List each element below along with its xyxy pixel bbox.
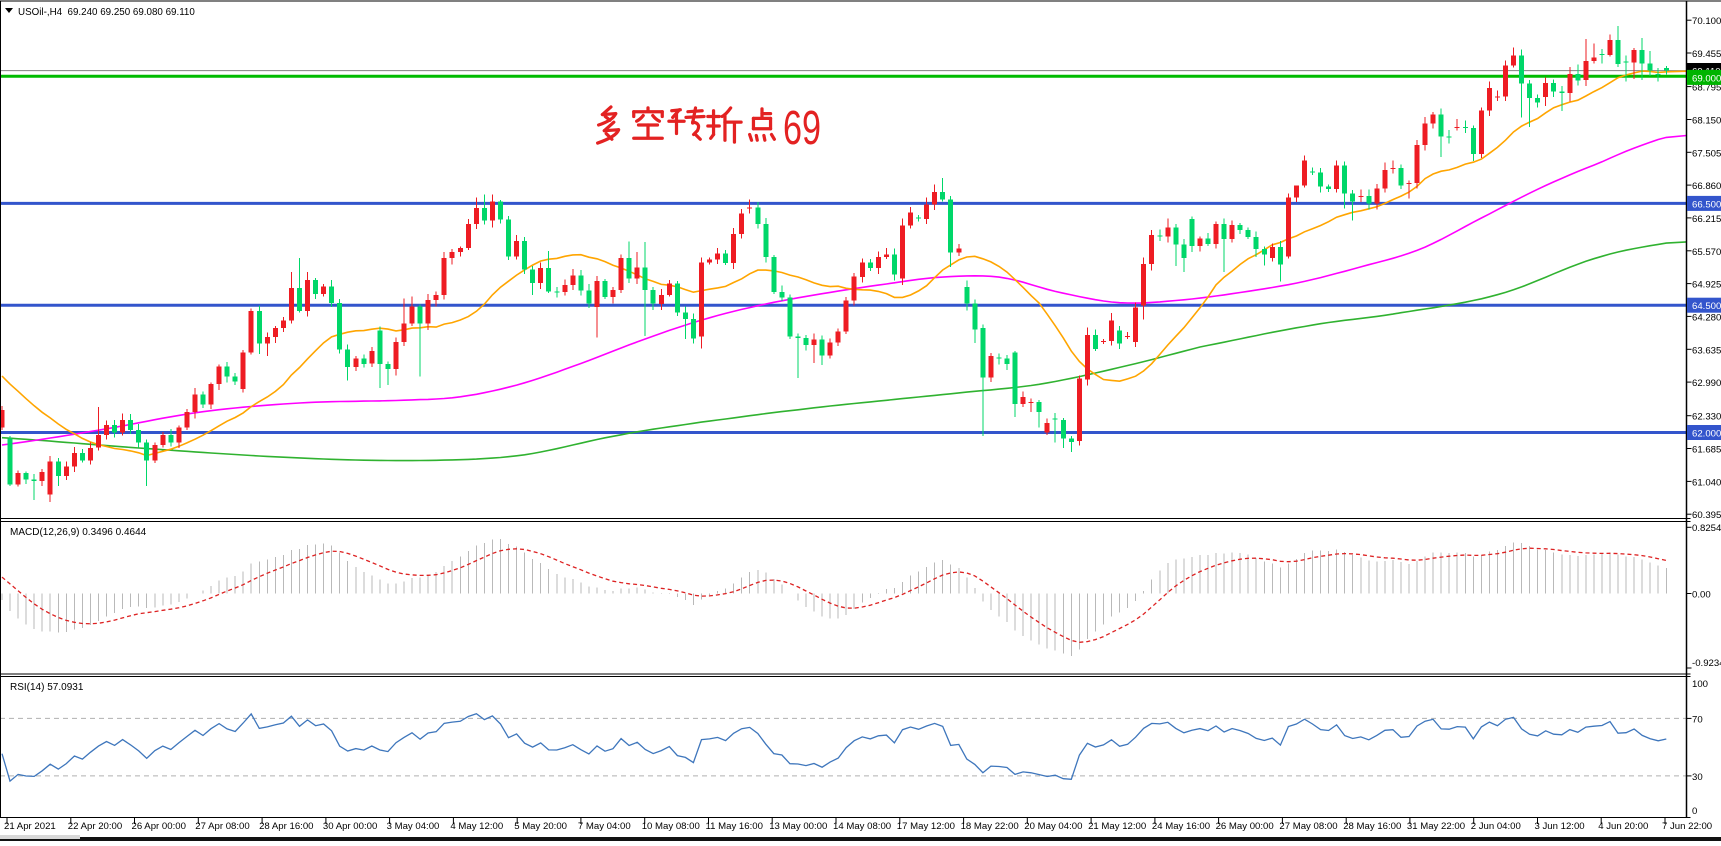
svg-text:26 Apr 00:00: 26 Apr 00:00 — [132, 821, 186, 832]
svg-text:3 May 04:00: 3 May 04:00 — [387, 821, 440, 832]
svg-text:68.150: 68.150 — [1692, 116, 1721, 127]
svg-text:30: 30 — [1692, 772, 1703, 783]
svg-text:70.100: 70.100 — [1692, 16, 1721, 27]
svg-text:0.8254: 0.8254 — [1692, 523, 1721, 534]
svg-text:14 May 08:00: 14 May 08:00 — [833, 821, 891, 832]
svg-text:28 Apr 16:00: 28 Apr 16:00 — [259, 821, 313, 832]
svg-text:62.990: 62.990 — [1692, 378, 1721, 389]
svg-text:24 May 16:00: 24 May 16:00 — [1152, 821, 1210, 832]
svg-text:64.280: 64.280 — [1692, 312, 1721, 323]
svg-text:MACD(12,26,9) 0.3496 0.4644: MACD(12,26,9) 0.3496 0.4644 — [10, 527, 147, 538]
svg-text:17 May 12:00: 17 May 12:00 — [897, 821, 955, 832]
svg-text:22 Apr 20:00: 22 Apr 20:00 — [68, 821, 122, 832]
svg-text:-0.9234: -0.9234 — [1692, 658, 1721, 669]
svg-text:20 May 04:00: 20 May 04:00 — [1024, 821, 1082, 832]
svg-text:21 Apr 2021: 21 Apr 2021 — [4, 821, 56, 832]
svg-text:62.000: 62.000 — [1692, 429, 1721, 440]
svg-text:28 May 16:00: 28 May 16:00 — [1343, 821, 1401, 832]
svg-text:30 Apr 00:00: 30 Apr 00:00 — [323, 821, 377, 832]
svg-text:11 May 16:00: 11 May 16:00 — [706, 821, 763, 832]
svg-text:26 May 00:00: 26 May 00:00 — [1216, 821, 1274, 832]
svg-text:0.00: 0.00 — [1692, 590, 1711, 601]
svg-text:66.500: 66.500 — [1692, 199, 1721, 210]
svg-text:66.215: 66.215 — [1692, 214, 1721, 225]
svg-text:4 Jun 20:00: 4 Jun 20:00 — [1598, 821, 1648, 832]
svg-text:10 May 08:00: 10 May 08:00 — [642, 821, 700, 832]
svg-text:65.570: 65.570 — [1692, 247, 1721, 258]
svg-text:67.505: 67.505 — [1692, 148, 1721, 159]
svg-text:62.330: 62.330 — [1692, 412, 1721, 423]
svg-text:100: 100 — [1692, 679, 1708, 690]
svg-text:64.500: 64.500 — [1692, 301, 1721, 312]
svg-text:7 Jun 22:00: 7 Jun 22:00 — [1662, 821, 1712, 832]
svg-text:60.395: 60.395 — [1692, 510, 1721, 521]
svg-text:21 May 12:00: 21 May 12:00 — [1088, 821, 1146, 832]
svg-text:13 May 00:00: 13 May 00:00 — [769, 821, 827, 832]
svg-text:RSI(14) 57.0931: RSI(14) 57.0931 — [10, 682, 84, 693]
svg-text:68.795: 68.795 — [1692, 83, 1721, 94]
svg-text:5 May 20:00: 5 May 20:00 — [514, 821, 567, 832]
svg-text:61.040: 61.040 — [1692, 477, 1721, 488]
svg-text:27 May 08:00: 27 May 08:00 — [1279, 821, 1337, 832]
svg-text:69.000: 69.000 — [1692, 73, 1721, 84]
svg-text:69.455: 69.455 — [1692, 49, 1721, 60]
svg-text:31 May 22:00: 31 May 22:00 — [1407, 821, 1465, 832]
svg-text:69: 69 — [783, 102, 821, 155]
svg-text:2 Jun 04:00: 2 Jun 04:00 — [1471, 821, 1521, 832]
svg-text:70: 70 — [1692, 714, 1703, 725]
svg-text:18 May 22:00: 18 May 22:00 — [961, 821, 1019, 832]
svg-text:61.685: 61.685 — [1692, 445, 1721, 456]
svg-text:0: 0 — [1692, 806, 1697, 817]
svg-text:3 Jun 12:00: 3 Jun 12:00 — [1535, 821, 1585, 832]
svg-text:64.925: 64.925 — [1692, 280, 1721, 291]
svg-text:USOil-,H4 69.240 69.250 69.08: USOil-,H4 69.240 69.250 69.080 69.110 — [18, 7, 195, 18]
svg-text:7 May 04:00: 7 May 04:00 — [578, 821, 631, 832]
svg-text:4 May 12:00: 4 May 12:00 — [450, 821, 503, 832]
svg-text:27 Apr 08:00: 27 Apr 08:00 — [195, 821, 249, 832]
svg-text:66.860: 66.860 — [1692, 181, 1721, 192]
svg-text:63.635: 63.635 — [1692, 345, 1721, 356]
